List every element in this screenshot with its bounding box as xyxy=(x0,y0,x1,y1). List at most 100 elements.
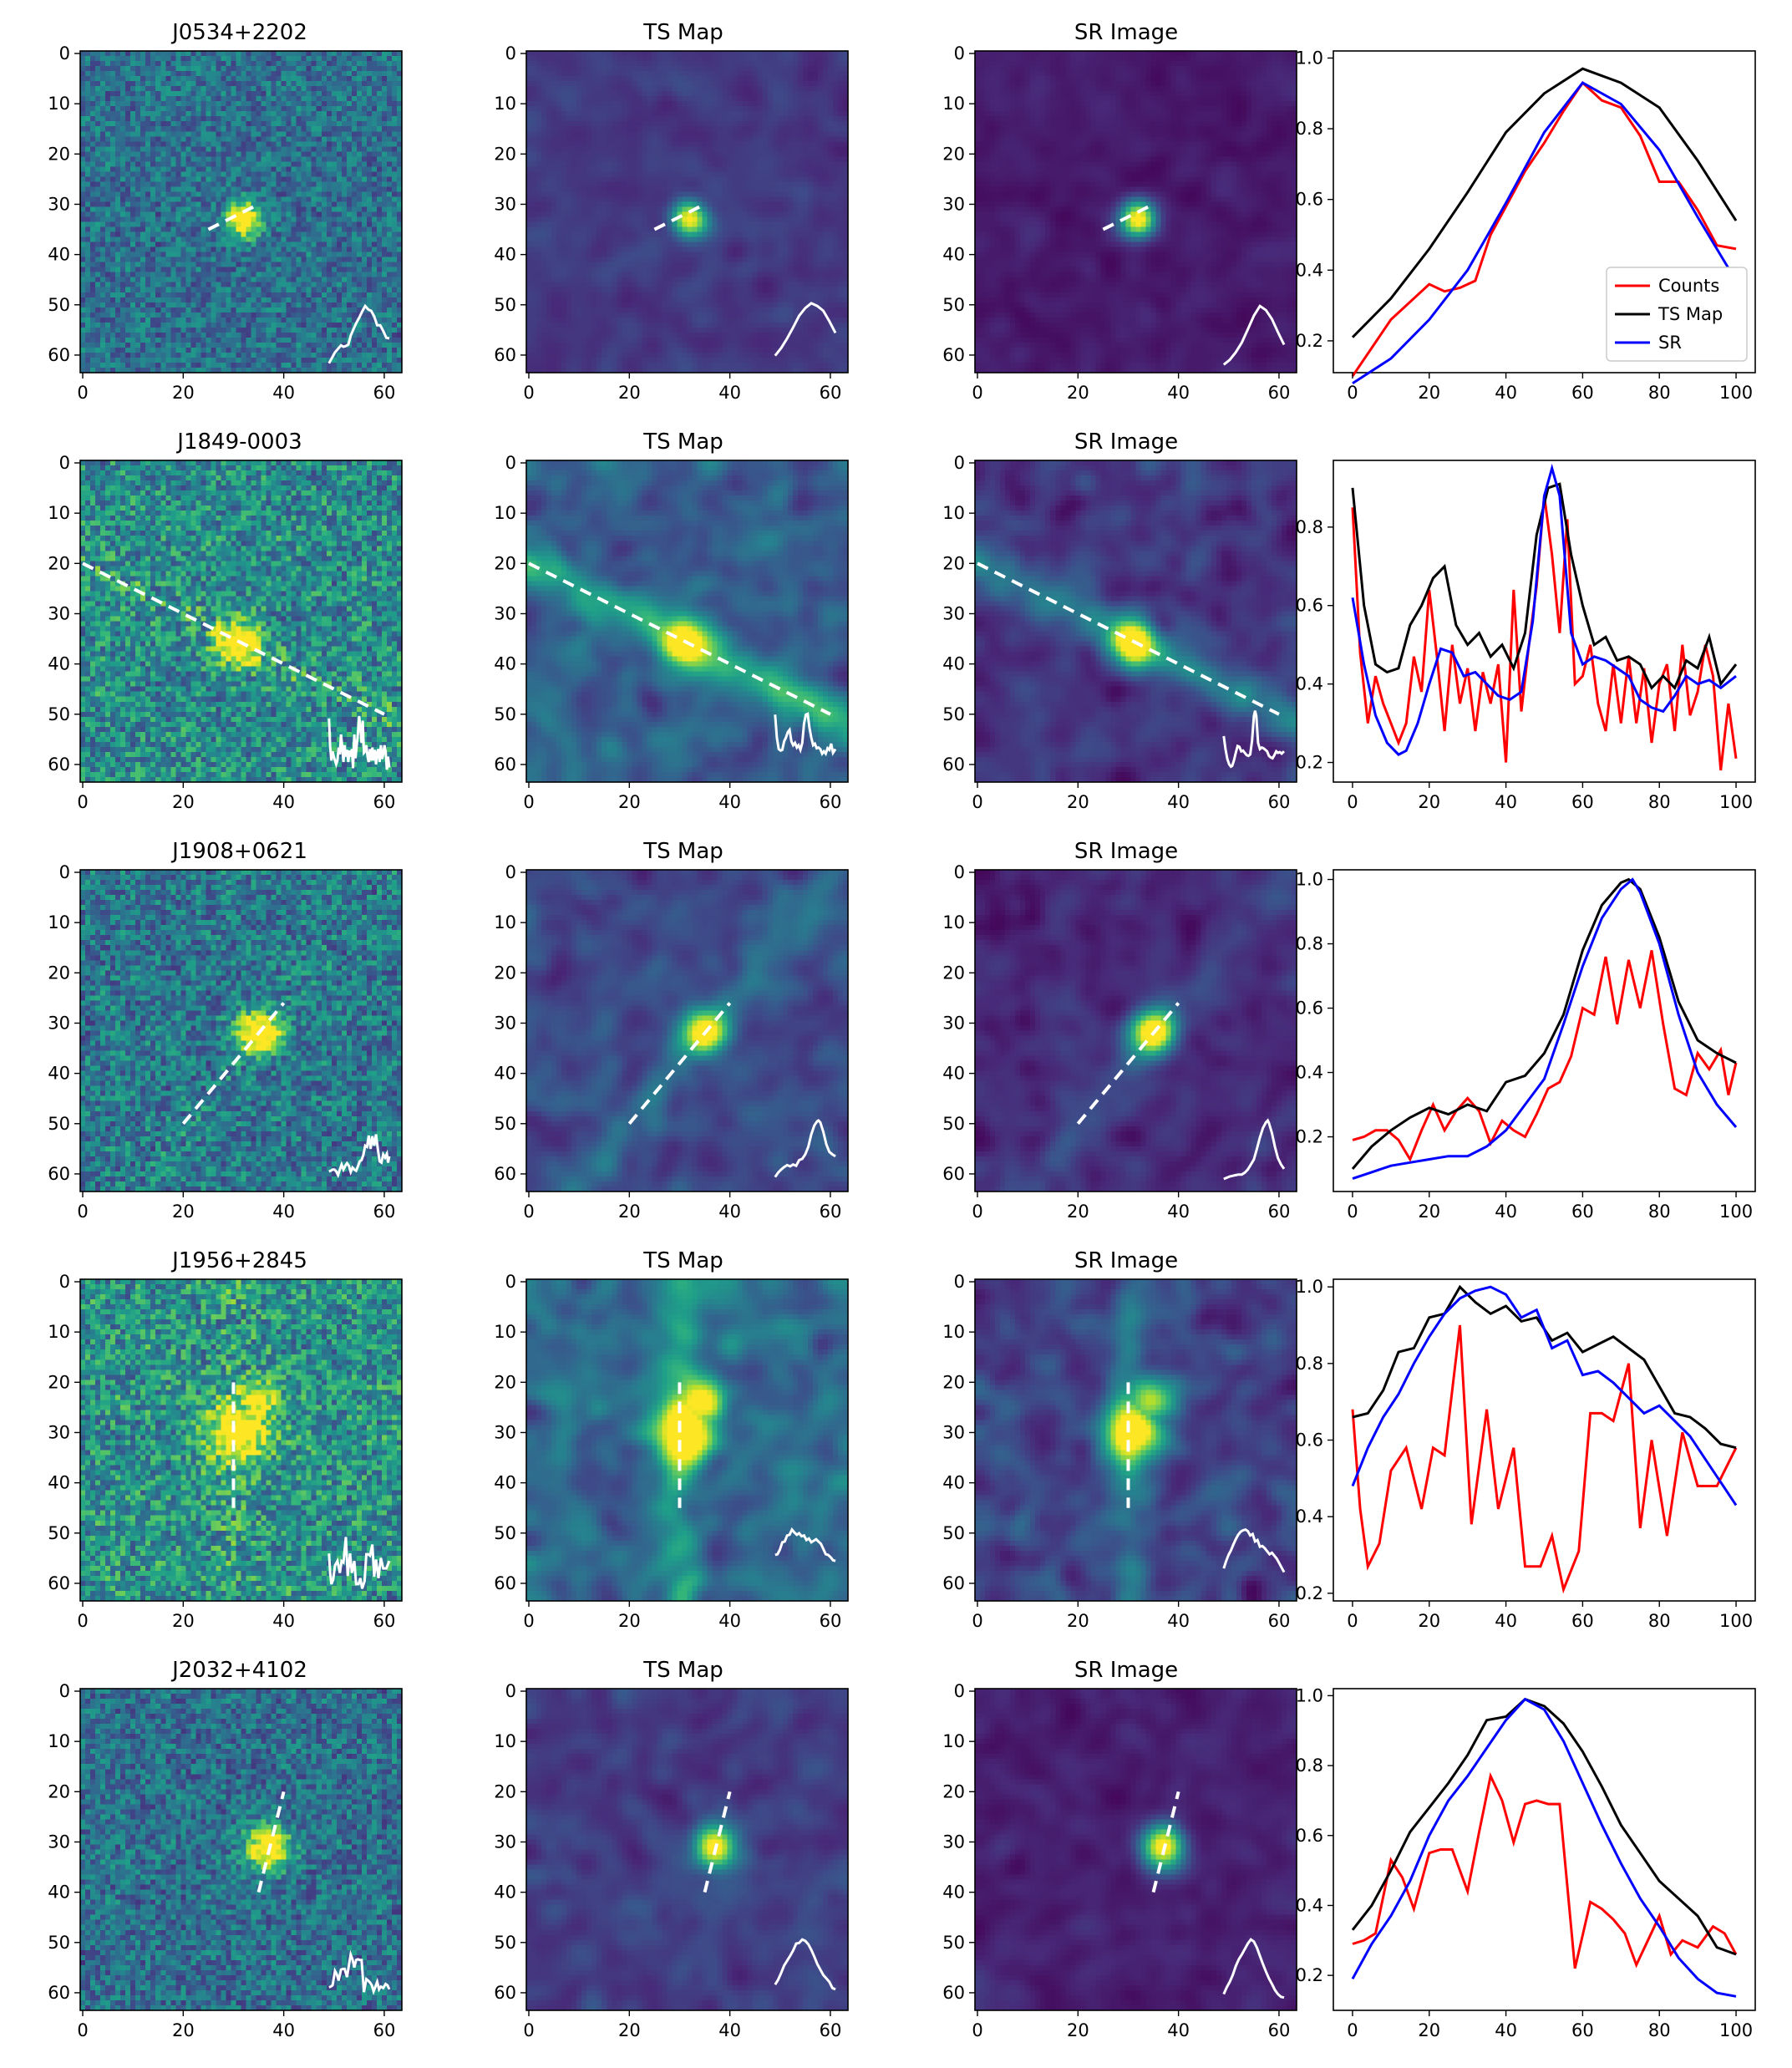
heatmap-pixel xyxy=(135,146,140,151)
heatmap-pixel xyxy=(297,126,302,131)
heatmap-pixel xyxy=(352,136,357,141)
heatmap-pixel xyxy=(80,61,85,66)
heatmap-pixel xyxy=(185,131,190,136)
heatmap-pixel xyxy=(377,61,382,66)
heatmap-pixel xyxy=(221,106,226,111)
heatmap-pixel xyxy=(352,141,357,146)
heatmap-pixel xyxy=(216,136,221,141)
heatmap-pixel xyxy=(251,71,256,76)
heatmap-pixel xyxy=(100,56,105,61)
heatmap-pixel xyxy=(100,91,105,96)
heatmap-pixel xyxy=(297,66,302,71)
heatmap-pixel xyxy=(195,151,201,156)
heatmap-pixel xyxy=(277,51,282,56)
heatmap-pixel xyxy=(145,96,150,101)
heatmap-pixel xyxy=(387,116,392,121)
heatmap-pixel xyxy=(110,121,115,126)
heatmap-pixel xyxy=(342,76,347,81)
heatmap-pixel xyxy=(135,131,140,136)
heatmap-pixel xyxy=(302,86,307,91)
heatmap-pixel xyxy=(125,96,130,101)
heatmap-pixel xyxy=(246,101,251,106)
heatmap-pixel xyxy=(165,51,170,56)
heatmap-pixel xyxy=(90,111,95,116)
heatmap-pixel xyxy=(357,56,362,61)
heatmap-pixel xyxy=(105,136,110,141)
heatmap-pixel xyxy=(272,141,277,146)
heatmap-pixel xyxy=(90,131,95,136)
heatmap-pixel xyxy=(80,96,85,101)
heatmap-pixel xyxy=(362,96,367,101)
heatmap-pixel xyxy=(206,66,211,71)
heatmap-pixel xyxy=(292,121,297,126)
heatmap-pixel xyxy=(332,56,337,61)
heatmap-pixel xyxy=(251,111,256,116)
heatmap-pixel xyxy=(125,71,130,76)
heatmap-pixel xyxy=(170,121,175,126)
heatmap-pixel xyxy=(332,96,337,101)
heatmap-pixel xyxy=(372,76,377,81)
heatmap-pixel xyxy=(302,116,307,121)
heatmap-pixel xyxy=(95,71,100,76)
heatmap-pixel xyxy=(241,126,246,131)
heatmap-pixel xyxy=(120,111,125,116)
heatmap-pixel xyxy=(282,91,287,96)
heatmap-pixel xyxy=(150,86,155,91)
heatmap-pixel xyxy=(387,91,392,96)
heatmap-pixel xyxy=(226,56,231,61)
heatmap-pixel xyxy=(201,66,206,71)
heatmap-pixel xyxy=(337,106,342,111)
heatmap-pixel xyxy=(387,136,392,141)
heatmap-pixel xyxy=(236,121,241,126)
heatmap-pixel xyxy=(145,136,150,141)
heatmap-pixel xyxy=(195,66,201,71)
heatmap-pixel xyxy=(292,141,297,146)
heatmap-pixel xyxy=(392,96,397,101)
heatmap-pixel xyxy=(362,66,367,71)
heatmap-pixel xyxy=(387,101,392,106)
heatmap-pixel xyxy=(357,81,362,86)
heatmap-pixel xyxy=(352,146,357,151)
heatmap-pixel xyxy=(272,96,277,101)
heatmap-pixel xyxy=(170,51,175,56)
heatmap-pixel xyxy=(382,126,387,131)
heatmap-pixel xyxy=(135,71,140,76)
heatmap-pixel xyxy=(287,91,292,96)
heatmap-pixel xyxy=(120,91,125,96)
heatmap-pixel xyxy=(190,126,195,131)
heatmap-pixel xyxy=(292,131,297,136)
heatmap-pixel xyxy=(140,61,145,66)
heatmap-pixel xyxy=(337,51,342,56)
heatmap-pixel xyxy=(382,136,387,141)
heatmap-pixel xyxy=(90,86,95,91)
heatmap-pixel xyxy=(221,111,226,116)
heatmap-pixel xyxy=(256,116,261,121)
heatmap-pixel xyxy=(110,51,115,56)
heatmap-pixel xyxy=(261,151,267,156)
heatmap-pixel xyxy=(206,151,211,156)
heatmap-pixel xyxy=(110,86,115,91)
heatmap-pixel xyxy=(170,131,175,136)
heatmap-pixel xyxy=(387,86,392,91)
heatmap-pixel xyxy=(362,51,367,56)
heatmap-pixel xyxy=(100,121,105,126)
heatmap-pixel xyxy=(327,96,332,101)
heatmap-pixel xyxy=(282,131,287,136)
heatmap-pixel xyxy=(261,86,267,91)
heatmap-pixel xyxy=(226,136,231,141)
heatmap-pixel xyxy=(352,51,357,56)
heatmap-pixel xyxy=(110,151,115,156)
heatmap-pixel xyxy=(90,146,95,151)
heatmap-pixel xyxy=(392,81,397,86)
heatmap-pixel xyxy=(221,56,226,61)
heatmap-pixel xyxy=(180,51,185,56)
heatmap-pixel xyxy=(342,131,347,136)
heatmap-pixel xyxy=(282,121,287,126)
heatmap-pixel xyxy=(297,51,302,56)
heatmap-pixel xyxy=(307,121,312,126)
heatmap-pixel xyxy=(382,106,387,111)
heatmap-pixel xyxy=(95,151,100,156)
heatmap-pixel xyxy=(85,81,90,86)
heatmap-pixel xyxy=(282,66,287,71)
heatmap-pixel xyxy=(216,91,221,96)
